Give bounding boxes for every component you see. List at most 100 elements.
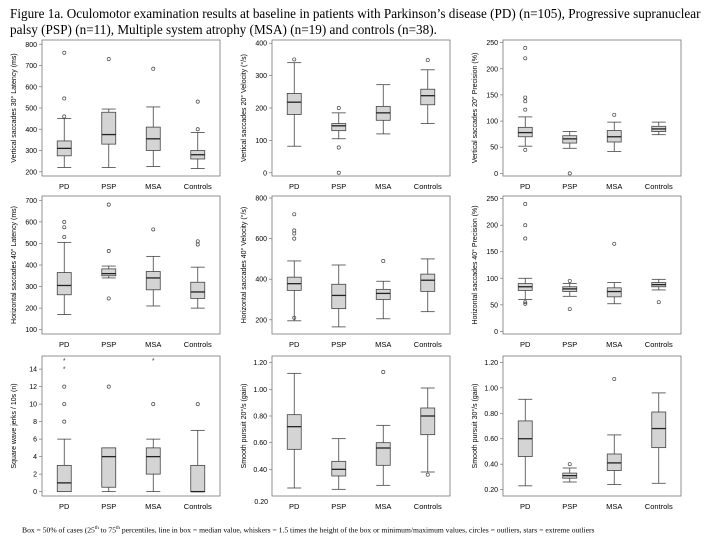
box-controls: [420, 407, 436, 436]
outlier-point: [523, 223, 528, 228]
y-tick-label: 0.40: [484, 462, 498, 469]
x-category-label: Controls: [645, 502, 673, 511]
x-category-label: PD: [520, 502, 531, 511]
outlier-point: [106, 57, 111, 62]
y-tick-label: 0: [494, 171, 498, 178]
plot-frame: [271, 195, 451, 335]
outlier-point: [336, 106, 341, 110]
footnote-part: percentiles, line in box = median value,…: [119, 525, 595, 535]
plot-frame: [271, 39, 451, 177]
outlier-point: [567, 307, 572, 312]
boxplot-panel: 200 400 600 800 Horizontal saccades 40° Velo…: [240, 195, 451, 349]
box-controls: [190, 464, 206, 493]
y-tick-label: 0.40: [253, 467, 267, 474]
box-msa: [145, 271, 161, 291]
y-tick-label: 0: [33, 489, 37, 496]
y-tick-label: 100: [486, 119, 498, 126]
x-category-label: PD: [289, 182, 300, 191]
y-tick-label: 250: [486, 196, 498, 203]
x-category-label: Controls: [184, 502, 212, 511]
outlier-point: [292, 212, 297, 217]
outlier-point: [523, 236, 528, 241]
y-tick-label: 8: [33, 419, 37, 426]
y-tick-label: 200: [255, 317, 267, 324]
x-category-label: MSA: [606, 182, 622, 191]
box-msa: [375, 442, 391, 466]
box-msa: [375, 288, 391, 300]
x-category-label: MSA: [145, 182, 161, 191]
y-tick-label: 600: [25, 219, 37, 226]
y-tick-label: 100: [486, 276, 498, 283]
x-category-label: MSA: [145, 340, 161, 349]
y-tick-label: 0: [263, 170, 267, 177]
y-tick-label-extra: 0.20: [254, 499, 268, 506]
box-controls: [190, 281, 206, 299]
boxplot-panel: 0.40 0.60 0.80 1.00 1.20 Smooth pursuit 20°/s…: [240, 355, 451, 511]
plot-frame: [271, 355, 451, 497]
outlier-point: [523, 300, 528, 305]
x-category-label: MSA: [375, 340, 391, 349]
plot-frame: [502, 39, 682, 177]
outlier-point: [292, 228, 297, 233]
x-category-label: PSP: [562, 182, 577, 191]
extreme-outlier: *: [63, 367, 66, 374]
box-controls: [420, 273, 436, 292]
x-category-label: PD: [59, 340, 70, 349]
box-pd: [286, 93, 302, 115]
y-tick-label: 300: [25, 284, 37, 291]
outlier-point: [567, 278, 572, 283]
outlier-point: [612, 112, 617, 117]
y-tick-label: 200: [25, 169, 37, 176]
plot-frame: [502, 195, 682, 335]
outlier-point: [381, 258, 386, 263]
y-tick-label: 0.20: [484, 487, 498, 494]
outlier-point: [151, 402, 156, 407]
y-tick-label: 800: [25, 42, 37, 49]
box-controls: [651, 411, 667, 449]
plot-frame: [41, 355, 221, 497]
x-category-label: PSP: [101, 502, 116, 511]
y-tick-label: 50: [490, 145, 498, 152]
x-category-label: PSP: [331, 340, 346, 349]
outlier-point: [195, 99, 200, 104]
y-tick-label: 400: [255, 41, 267, 48]
outlier-point: [106, 296, 111, 301]
y-tick-label: 6: [33, 437, 37, 444]
outlier-point: [106, 202, 111, 207]
outlier-point: [62, 384, 67, 389]
x-category-label: MSA: [145, 502, 161, 511]
y-axis-label: Vertical saccades 20° Velocity (°/s): [240, 54, 248, 162]
outlier-point: [523, 56, 528, 61]
y-axis-label: Horizontal saccades 40° Latency (ms): [10, 206, 18, 324]
outlier-point: [523, 202, 528, 206]
x-category-label: PSP: [331, 502, 346, 511]
outlier-point: [425, 58, 430, 63]
y-tick-label: 0.80: [484, 411, 498, 418]
outlier-point: [523, 99, 528, 104]
y-tick-label: 250: [486, 40, 498, 47]
x-category-label: PSP: [562, 340, 577, 349]
box-psp: [331, 283, 347, 310]
y-axis-label: Horizontal saccades 40° Precision (%): [471, 205, 479, 324]
y-tick-label: 0.60: [484, 436, 498, 443]
outlier-point: [62, 96, 67, 101]
y-tick-label: 400: [25, 127, 37, 134]
outlier-point: [523, 301, 528, 306]
extreme-outlier: *: [63, 358, 66, 365]
footnote-sup: th: [116, 526, 120, 531]
y-tick-label: 12: [29, 384, 37, 391]
box-pd: [56, 464, 72, 493]
outlier-point: [195, 127, 200, 132]
y-tick-label: 10: [29, 402, 37, 409]
box-msa: [606, 287, 622, 298]
x-category-label: PD: [520, 340, 531, 349]
box-psp: [331, 123, 347, 132]
y-tick-label: 14: [29, 367, 37, 374]
outlier-point: [151, 227, 156, 232]
outlier-point: [62, 219, 67, 224]
outlier-point: [336, 170, 341, 175]
boxplot-panel: 0 50 100 150 200 250 Vertical saccades 20° Pre…: [471, 39, 682, 191]
y-tick-label: 400: [25, 263, 37, 270]
y-tick-label: 700: [25, 198, 37, 205]
outlier-point: [292, 57, 297, 62]
